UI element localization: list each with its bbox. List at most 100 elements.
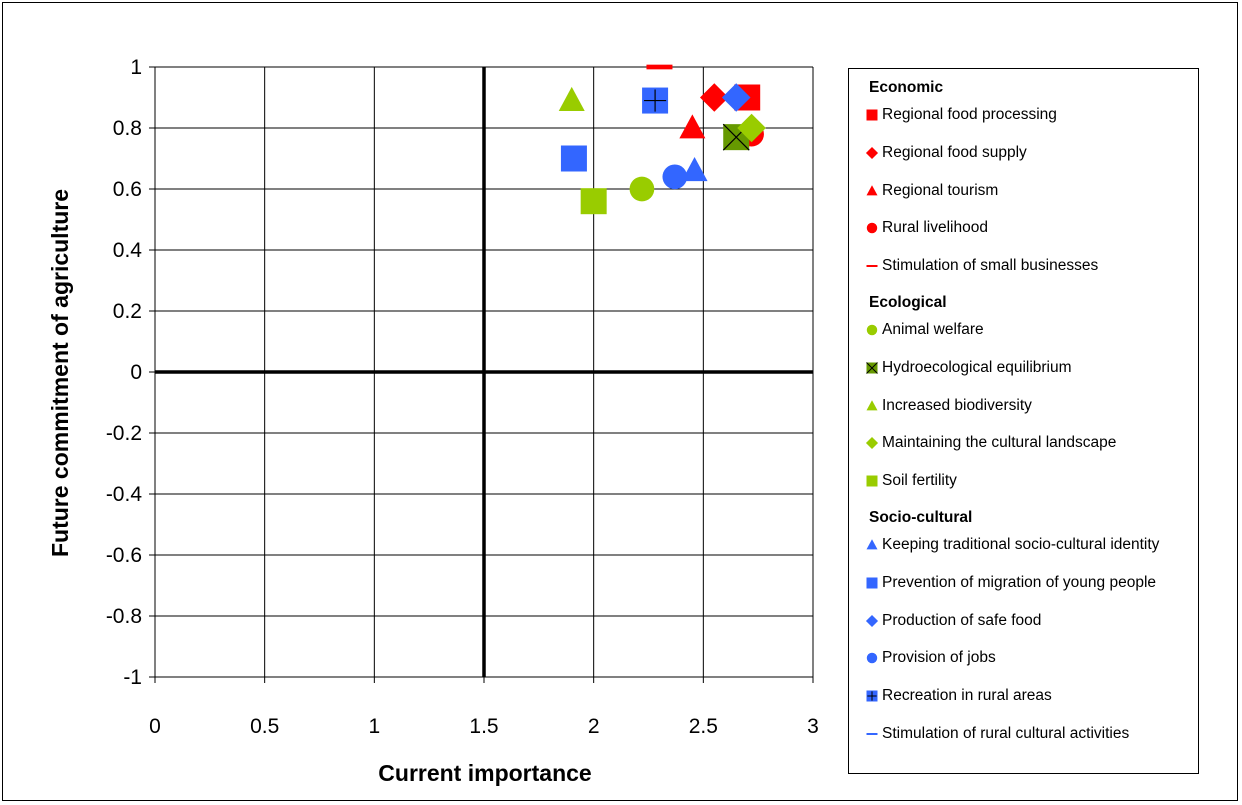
- y-tick-label: 0.2: [113, 300, 142, 323]
- legend-marker-shape: [865, 437, 879, 450]
- legend-marker-shape: [866, 361, 878, 374]
- data-point-production-of-safe-food: [721, 83, 751, 112]
- y-tick-label: 0: [130, 361, 142, 384]
- legend-label: Regional tourism: [882, 181, 999, 199]
- legend-marker: [866, 539, 878, 550]
- legend-item: Prevention of migration of young people: [865, 573, 1156, 593]
- x-tick-label: 2: [588, 715, 600, 738]
- legend-item: Provision of jobs: [865, 648, 996, 668]
- legend-label: Soil fertility: [882, 472, 957, 490]
- data-point-recreation-in-rural-areas: [642, 87, 669, 114]
- data-point-keeping-traditional-socio-cultural-identity: [681, 157, 708, 182]
- legend-label: Regional food supply: [882, 143, 1027, 161]
- legend-marker-shape: [866, 475, 878, 487]
- legend-label: Recreation in rural areas: [882, 687, 1052, 705]
- legend-marker: [866, 690, 878, 702]
- legend-label: Maintaining the cultural landscape: [882, 434, 1117, 452]
- legend-item: Regional food supply: [865, 143, 1027, 163]
- legend-label: Keeping traditional socio-cultural ident…: [882, 536, 1160, 553]
- y-tick-label: -1: [123, 666, 142, 689]
- x-tick-label: 1.5: [469, 715, 498, 738]
- legend-marker: [866, 361, 878, 374]
- x-tick-label: 2.5: [689, 715, 718, 738]
- x-axis-title: Current importance: [378, 760, 591, 786]
- legend-marker-shape: [865, 146, 879, 159]
- legend-marker: [866, 109, 878, 121]
- x-tick-label: 3: [807, 715, 819, 738]
- y-tick-label: 0.4: [113, 239, 143, 262]
- y-tick-label: 0.6: [113, 178, 142, 201]
- legend-marker: [866, 223, 878, 234]
- x-tick-label: 0.5: [250, 715, 279, 738]
- y-tick-label: 0.8: [113, 117, 142, 140]
- legend-group-title: Economic: [869, 79, 944, 96]
- legend-label: Animal welfare: [882, 321, 984, 338]
- legend-label: Prevention of migration of young people: [882, 573, 1157, 591]
- legend-group-title: Socio-cultural: [869, 509, 973, 526]
- data-point-maintaining-the-cultural-landscape: [737, 113, 766, 143]
- legend-marker-shape: [866, 399, 878, 410]
- legend-marker: [866, 399, 878, 410]
- legend-marker-shape: [866, 184, 878, 195]
- legend-marker-shape: [866, 653, 878, 664]
- legend-item: Animal welfare: [865, 320, 984, 340]
- data-point-animal-welfare: [629, 176, 655, 202]
- legend-marker: [865, 146, 879, 159]
- legend-marker-shape: [866, 539, 878, 550]
- legend-item: Stimulation of rural cultural activities: [865, 724, 1129, 744]
- legend-marker-shape: [865, 614, 879, 627]
- y-tick-label: -0.2: [106, 422, 142, 445]
- legend: Economic Regional food processing Regional…: [848, 68, 1199, 774]
- x-tick-label: 1: [368, 715, 380, 738]
- legend-item: Production of safe food: [865, 611, 1041, 631]
- legend-group-title: Ecological: [869, 294, 947, 311]
- tick-labels: 0 0.5 1 1.5 2 2.5 3 1 0.8 0.6 0.4 0.2 0 -0.2 -0.4 -0.6 -…: [106, 56, 819, 738]
- data-point-provision-of-jobs: [662, 164, 688, 190]
- legend-marker-shape: [866, 577, 878, 589]
- data-point-regional-tourism: [679, 114, 706, 139]
- legend-marker: [866, 653, 878, 664]
- legend-marker: [865, 614, 879, 627]
- x-tick-label: 0: [149, 715, 161, 738]
- legend-item: Increased biodiversity: [865, 396, 1032, 416]
- legend-marker: [866, 733, 878, 735]
- data-point-prevention-of-migration-of-young-people: [560, 145, 587, 172]
- legend-item: Soil fertility: [865, 471, 957, 491]
- data-point-increased-biodiversity: [558, 86, 585, 111]
- legend-label: Stimulation of small businesses: [882, 257, 1099, 275]
- legend-marker-shape: [866, 733, 878, 735]
- legend-marker-shape: [866, 223, 878, 234]
- legend-item: Hydroecological equilibrium: [865, 358, 1072, 378]
- data-point-soil-fertility: [580, 188, 607, 215]
- legend-marker-shape: [866, 265, 878, 268]
- legend-label: Hydroecological equilibrium: [882, 358, 1072, 376]
- y-tick-label: -0.8: [106, 605, 142, 628]
- legend-marker-shape: [866, 690, 878, 702]
- reference-lines: [155, 67, 813, 677]
- legend-item: Regional tourism: [865, 181, 998, 201]
- legend-label: Production of safe food: [882, 611, 1042, 629]
- grid-lines: [149, 66, 814, 683]
- legend-marker: [865, 437, 879, 450]
- legend-marker: [866, 265, 878, 268]
- legend-label: Rural livelihood: [882, 219, 988, 237]
- legend-item: Regional food processing: [865, 105, 1057, 125]
- legend-label: Stimulation of rural cultural activities: [882, 725, 1130, 742]
- y-axis-title: Future commitment of agriculture: [47, 189, 73, 557]
- data-point-regional-food-supply: [700, 83, 729, 112]
- legend-item: Recreation in rural areas: [865, 686, 1052, 706]
- legend-marker-shape: [866, 109, 878, 121]
- legend-item: Stimulation of small businesses: [865, 256, 1098, 276]
- legend-item: Keeping traditional socio-cultural ident…: [865, 535, 1159, 555]
- data-point-stimulation-of-small-businesses: [646, 64, 673, 70]
- legend-marker-shape: [866, 324, 878, 336]
- legend-label: Provision of jobs: [882, 649, 996, 667]
- legend-marker: [866, 184, 878, 195]
- y-tick-label: 1: [130, 56, 142, 79]
- y-tick-label: -0.6: [106, 544, 142, 567]
- legend-label: Increased biodiversity: [882, 396, 1032, 414]
- legend-marker: [866, 324, 878, 336]
- y-tick-label: -0.4: [106, 483, 143, 506]
